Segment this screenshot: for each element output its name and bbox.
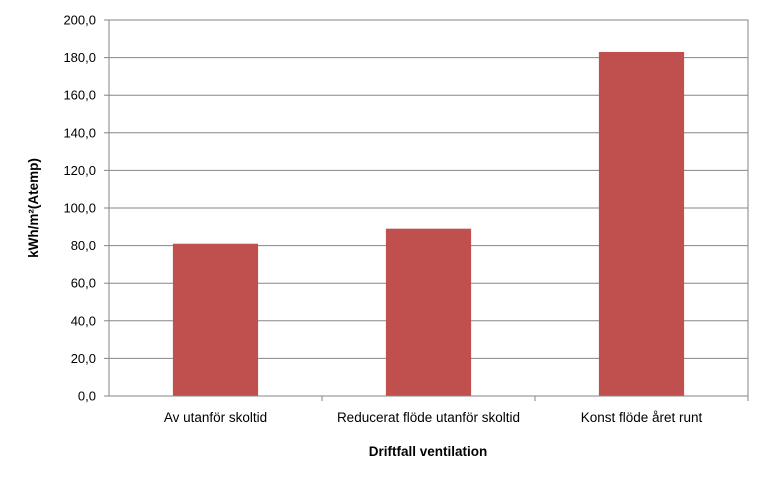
- bar: [172, 243, 259, 396]
- y-tick-label: 100,0: [63, 201, 96, 216]
- x-tick-labels: Av utanför skoltid Reducerat flöde utanfö…: [164, 396, 749, 425]
- y-tick-label: 80,0: [71, 238, 96, 253]
- bars: [172, 51, 685, 397]
- y-tick-label: 20,0: [71, 351, 96, 366]
- y-tick-label: 180,0: [63, 50, 96, 65]
- y-tick-label: 120,0: [63, 163, 96, 178]
- y-tick-label: 60,0: [71, 276, 96, 291]
- y-tick-label: 200,0: [63, 13, 96, 28]
- y-tick-label: 160,0: [63, 88, 96, 103]
- y-tick-label: 0,0: [78, 389, 96, 404]
- x-tick-label: Av utanför skoltid: [164, 410, 267, 425]
- x-tick-label: Konst flöde året runt: [581, 410, 703, 425]
- y-tick-labels: 0,0 20,0 40,0 60,0 80,0 100,0 120,0 140,0 160,0 1…: [63, 13, 109, 404]
- y-tick-label: 140,0: [63, 125, 96, 140]
- x-axis-title: Driftfall ventilation: [369, 444, 488, 459]
- bar: [598, 51, 685, 397]
- y-axis-title: kWh/m²(Atemp): [26, 158, 41, 258]
- bar: [385, 228, 472, 396]
- x-tick-label: Reducerat flöde utanför skoltid: [337, 410, 520, 425]
- y-tick-label: 40,0: [71, 313, 96, 328]
